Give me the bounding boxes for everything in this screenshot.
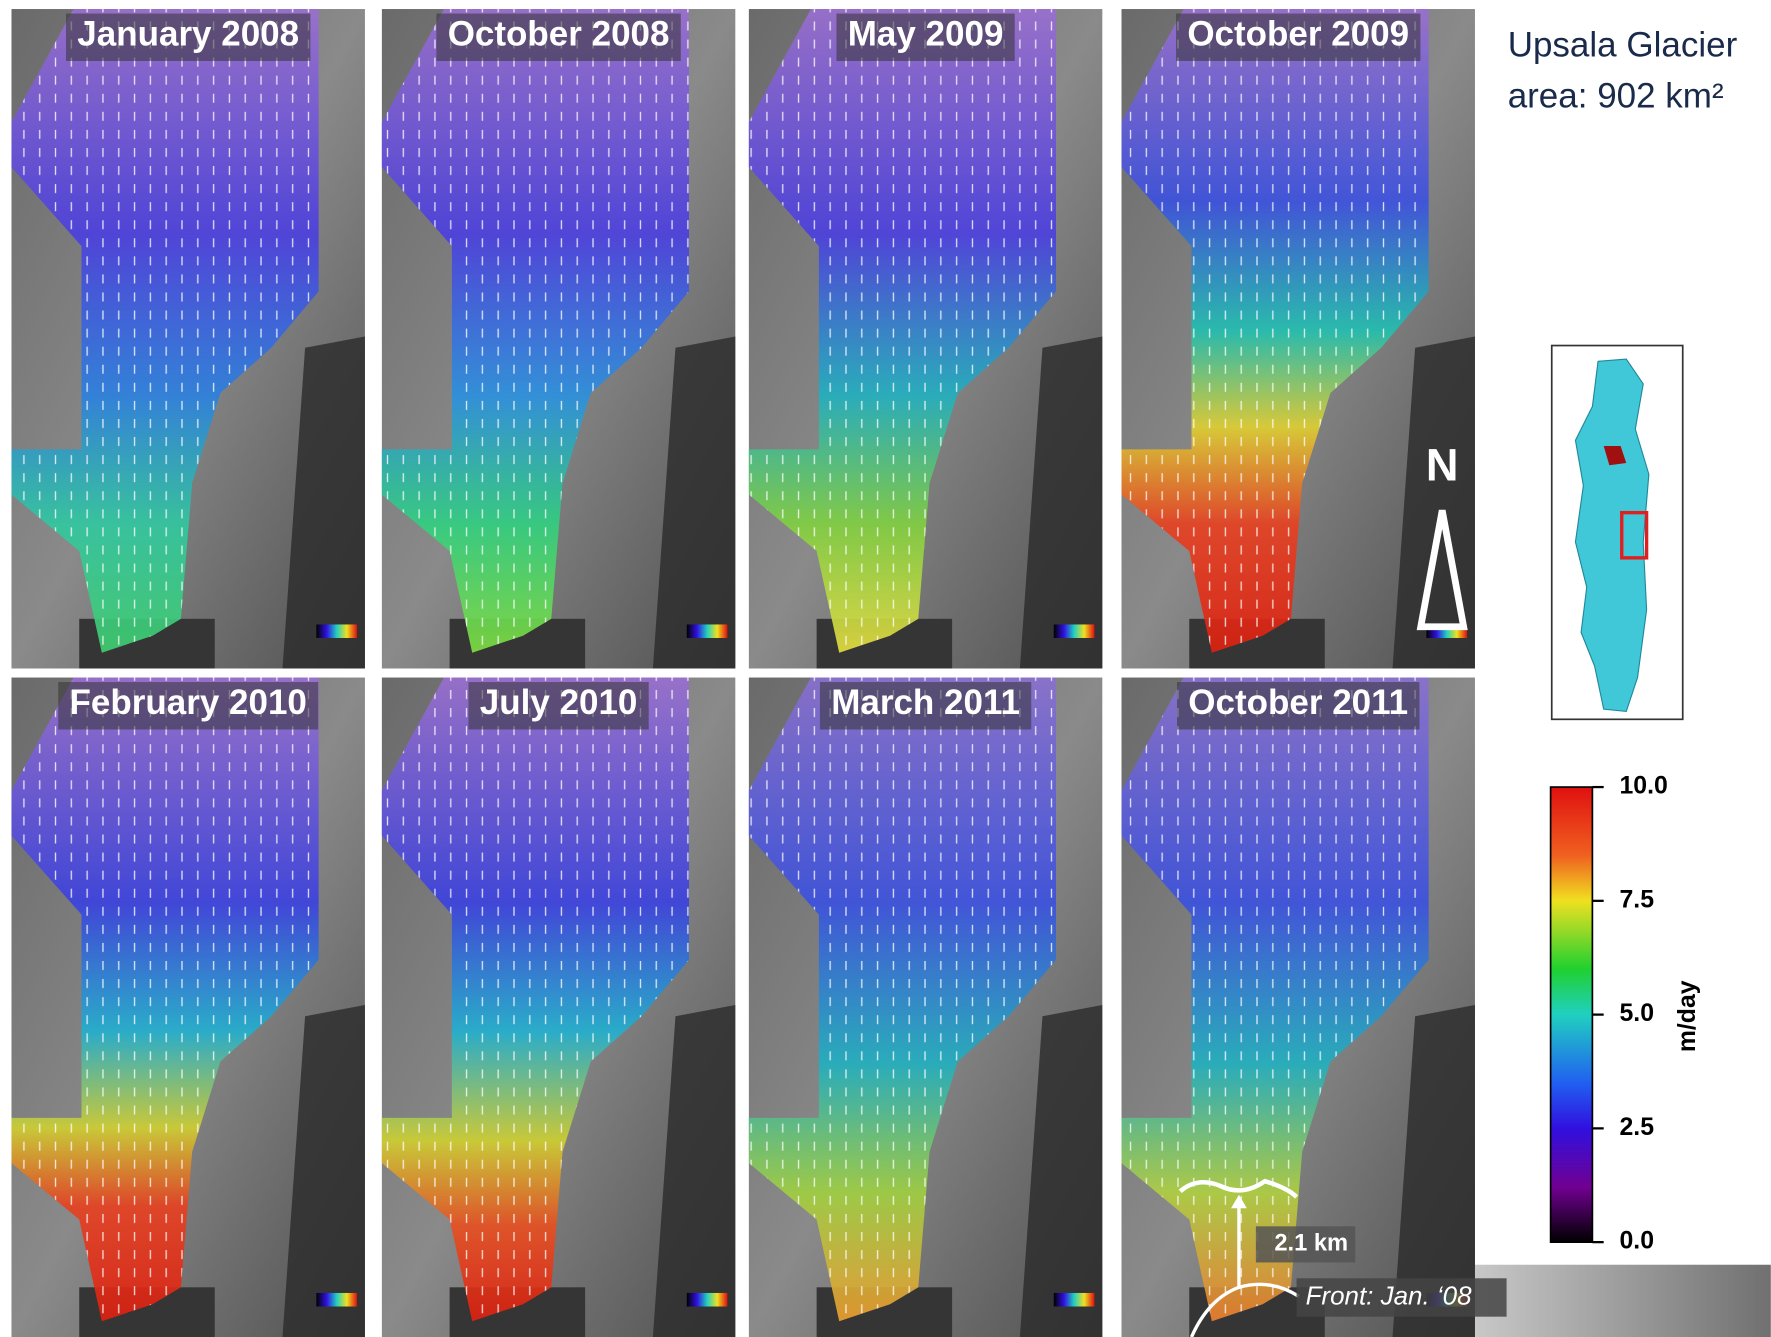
north-label: N <box>1426 440 1459 491</box>
mini-colorbar <box>1054 1293 1095 1307</box>
page: January 2008 October 2008 May 2009 October … <box>0 0 1771 1337</box>
mini-colorbar <box>687 624 728 638</box>
mini-colorbar <box>687 1293 728 1307</box>
panel: March 2011 <box>749 678 1102 1337</box>
distance-label: 2.1 km <box>1274 1231 1348 1257</box>
panel-title: May 2009 <box>848 14 1004 53</box>
mini-colorbar <box>316 624 357 638</box>
panel: October 2009 <box>1122 9 1475 668</box>
panel-title: July 2010 <box>480 683 638 722</box>
colorbar-tick-label: 7.5 <box>1619 886 1654 913</box>
colorbar-tick-label: 10.0 <box>1619 773 1667 800</box>
footer-band <box>1475 1265 1771 1337</box>
panel-title: October 2011 <box>1188 683 1408 722</box>
panel-title: February 2010 <box>70 683 307 722</box>
colorbar-tick-label: 5.0 <box>1619 1000 1654 1027</box>
mini-colorbar <box>1054 624 1095 638</box>
panel: May 2009 <box>749 9 1102 668</box>
panel-title: January 2008 <box>77 14 299 53</box>
front-label: Front: Jan. ‘08 <box>1306 1280 1473 1310</box>
colorbar-tick-label: 2.5 <box>1619 1114 1654 1141</box>
panel: July 2010 <box>382 678 735 1337</box>
side-title: Upsala Glacier <box>1508 26 1738 65</box>
figure: January 2008 October 2008 May 2009 October … <box>0 0 1771 1337</box>
mini-colorbar <box>316 1293 357 1307</box>
side-area: area: 902 km² <box>1508 76 1724 115</box>
panel: February 2010 <box>11 678 364 1337</box>
panel-title: March 2011 <box>831 683 1020 722</box>
colorbar-label: m/day <box>1674 980 1701 1052</box>
panel: October 2008 <box>382 9 735 668</box>
colorbar-scale <box>1551 787 1593 1242</box>
panel-title: October 2008 <box>448 14 670 53</box>
colorbar-tick-label: 0.0 <box>1619 1228 1654 1255</box>
panel: January 2008 <box>11 9 364 668</box>
panel-title: October 2009 <box>1187 14 1409 53</box>
